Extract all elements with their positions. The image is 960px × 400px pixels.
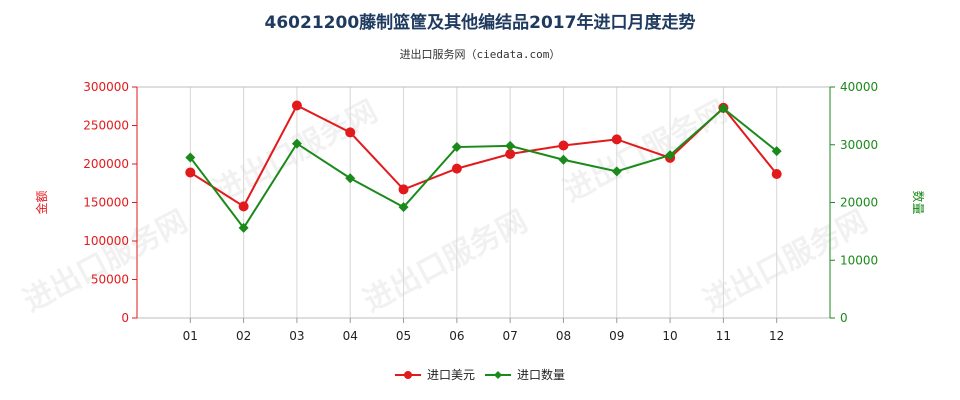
right-tick-label: 40000 <box>840 80 878 94</box>
series-line-2 <box>189 107 778 230</box>
data-point-1-02[interactable] <box>238 201 249 212</box>
data-point-2-06[interactable] <box>451 142 462 153</box>
x-tick-label: 02 <box>236 329 251 343</box>
watermark-text: 进出口服务网 <box>558 94 733 209</box>
x-tick-label: 06 <box>449 329 464 343</box>
left-tick-label: 250000 <box>83 119 129 133</box>
legend-swatch-marker <box>404 371 412 379</box>
left-tick-label: 0 <box>121 311 129 325</box>
left-axis-title: 金额 <box>34 190 49 214</box>
data-point-1-03[interactable] <box>291 100 302 111</box>
right-axis: 0 10000 20000 30000 40000 <box>829 80 878 325</box>
right-tick-label: 10000 <box>840 253 878 267</box>
data-point-1-01[interactable] <box>185 167 196 178</box>
data-point-2-03[interactable] <box>291 138 302 149</box>
data-point-2-07[interactable] <box>505 140 516 151</box>
legend-item-2[interactable]: 进口数量 <box>485 367 565 382</box>
data-point-2-12[interactable] <box>771 146 782 157</box>
watermark-text: 进出口服务网 <box>358 204 533 319</box>
x-axis: 01 02 03 04 05 06 07 08 09 10 11 12 <box>183 318 784 343</box>
x-tick-label: 04 <box>343 329 358 343</box>
legend-item-1[interactable]: 进口美元 <box>395 368 475 382</box>
data-point-1-06[interactable] <box>451 163 462 174</box>
x-tick-label: 01 <box>183 329 198 343</box>
left-tick-label: 300000 <box>83 80 129 94</box>
x-tick-label: 11 <box>716 329 731 343</box>
data-point-2-01[interactable] <box>185 152 196 163</box>
x-tick-label: 05 <box>396 329 411 343</box>
data-point-2-09[interactable] <box>611 166 622 177</box>
x-tick-label: 12 <box>769 329 784 343</box>
series-line-1 <box>189 104 778 208</box>
data-point-1-07[interactable] <box>505 148 516 159</box>
x-tick-label: 10 <box>662 329 677 343</box>
data-point-1-09[interactable] <box>611 134 622 145</box>
left-tick-label: 100000 <box>83 234 129 248</box>
data-point-2-04[interactable] <box>345 173 356 184</box>
watermark-text: 进出口服务网 <box>18 204 193 319</box>
chart-title: 46021200藤制篮筐及其他编结品2017年进口月度走势 <box>265 12 696 33</box>
left-tick-label: 150000 <box>83 196 129 210</box>
x-tick-label: 09 <box>609 329 624 343</box>
legend-swatch-marker <box>494 371 502 379</box>
right-tick-label: 0 <box>840 311 848 325</box>
data-point-2-11[interactable] <box>718 103 729 114</box>
left-tick-label: 200000 <box>83 157 129 171</box>
data-point-1-05[interactable] <box>398 184 409 195</box>
legend[interactable]: 进口美元 进口数量 <box>395 367 565 382</box>
legend-label: 进口美元 <box>427 368 475 382</box>
right-tick-label: 20000 <box>840 196 878 210</box>
data-point-2-02[interactable] <box>238 222 249 233</box>
x-tick-label: 07 <box>503 329 518 343</box>
series-layer <box>185 100 782 233</box>
data-point-1-12[interactable] <box>771 169 782 180</box>
watermark-text: 进出口服务网 <box>208 94 383 209</box>
data-point-2-05[interactable] <box>398 202 409 213</box>
right-axis-title: 数量 <box>911 190 926 214</box>
data-point-1-04[interactable] <box>345 127 356 138</box>
left-tick-label: 50000 <box>91 273 129 287</box>
x-tick-label: 08 <box>556 329 571 343</box>
x-tick-label: 03 <box>289 329 304 343</box>
data-point-2-08[interactable] <box>558 154 569 165</box>
data-point-2-10[interactable] <box>665 150 676 161</box>
legend-label: 进口数量 <box>517 367 565 382</box>
right-tick-label: 30000 <box>840 138 878 152</box>
left-axis: 0 50000 100000 150000 200000 250000 300000 <box>83 80 138 325</box>
data-point-1-08[interactable] <box>558 140 569 151</box>
chart-subtitle: 进出口服务网（ciedata.com） <box>400 47 561 61</box>
